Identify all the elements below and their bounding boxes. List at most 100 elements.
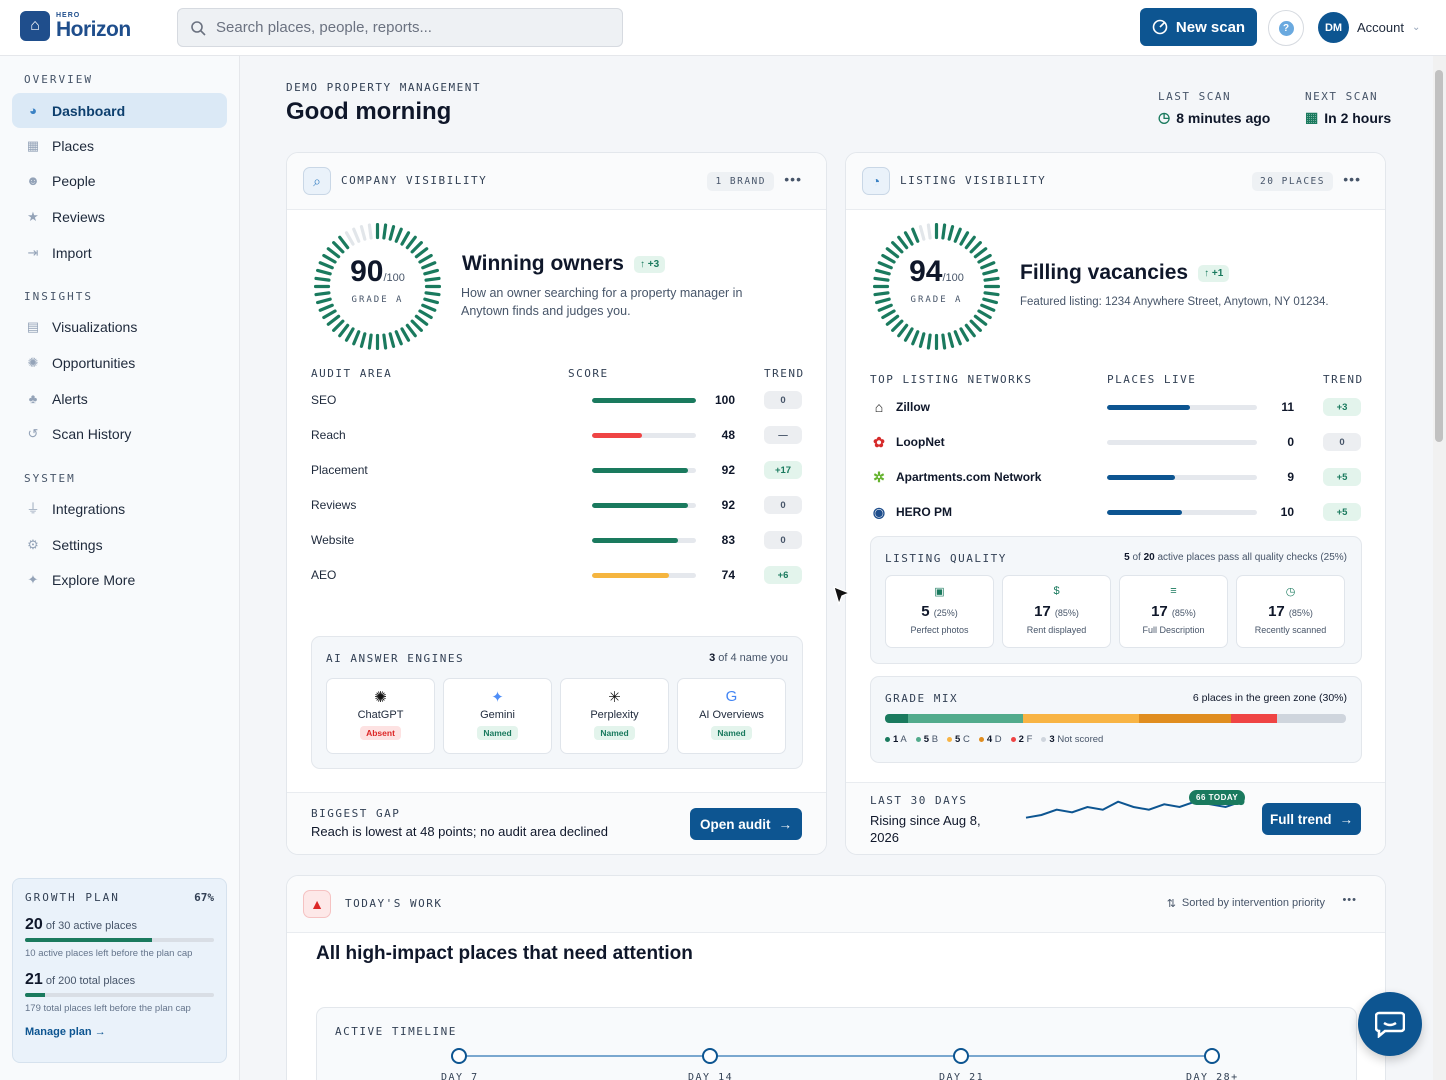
legend-label: C bbox=[962, 734, 970, 745]
quality-card[interactable]: ▣ 5 (25%) Perfect photos bbox=[885, 575, 994, 648]
help-button[interactable]: ? bbox=[1268, 10, 1304, 46]
sidebar-item-label: People bbox=[52, 172, 96, 189]
chat-button[interactable] bbox=[1358, 992, 1422, 1056]
search-box[interactable] bbox=[177, 8, 623, 47]
manage-plan-link[interactable]: Manage plan → bbox=[25, 1026, 214, 1038]
ring-tick bbox=[885, 247, 900, 259]
network-row[interactable]: ✲ Apartments.com Network 9 +5 bbox=[870, 467, 1362, 487]
quality-card[interactable]: ≡ 17 (85%) Full Description bbox=[1119, 575, 1228, 648]
timeline-node-day21[interactable] bbox=[953, 1048, 969, 1064]
account-menu[interactable]: DM Account ⌄ bbox=[1318, 12, 1420, 43]
network-row[interactable]: ⌂ Zillow 11 +3 bbox=[870, 397, 1362, 417]
sidebar-item-import[interactable]: ⇥ Import bbox=[12, 235, 227, 270]
sidebar-item-explore-more[interactable]: ✦ Explore More bbox=[12, 562, 227, 597]
ring-tick bbox=[953, 330, 962, 346]
page-scrollbar[interactable] bbox=[1433, 56, 1446, 1080]
score-value: 94 bbox=[909, 255, 943, 288]
top-bar: ⌂ HERO Horizon New scan ? DM Account ⌄ bbox=[0, 0, 1446, 56]
legend-dot bbox=[947, 736, 953, 742]
quality-perfect-photos-icon: ▣ bbox=[934, 586, 945, 598]
sort-control[interactable]: ⇅ Sorted by intervention priority bbox=[1167, 897, 1325, 910]
company-score-ring: 90/100 GRADE A bbox=[313, 222, 442, 351]
audit-row[interactable]: AEO 74 +6 bbox=[311, 565, 803, 585]
open-audit-label: Open audit bbox=[700, 816, 771, 832]
clock-icon: ◷ bbox=[1158, 109, 1171, 125]
gap-text: Reach is lowest at 48 points; no audit a… bbox=[311, 824, 609, 839]
search-input[interactable] bbox=[216, 19, 596, 36]
score-bar-fill bbox=[592, 398, 696, 403]
ring-tick bbox=[388, 225, 396, 241]
places-live-value: 10 bbox=[1280, 505, 1294, 519]
audit-row[interactable]: Website 83 0 bbox=[311, 530, 803, 550]
sidebar-item-settings[interactable]: ⚙ Settings bbox=[12, 527, 227, 562]
sidebar-item-reviews[interactable]: ★ Reviews bbox=[12, 199, 227, 234]
ring-tick bbox=[977, 309, 992, 320]
more-options-icon[interactable]: ••• bbox=[1343, 171, 1361, 187]
quality-card[interactable]: $17 (85%) Rent displayed bbox=[1002, 575, 1111, 648]
sidebar-item-visualizations[interactable]: ▤ Visualizations bbox=[12, 309, 227, 344]
audit-row[interactable]: Placement 92 +17 bbox=[311, 460, 803, 480]
chevron-down-icon: ⌄ bbox=[1411, 22, 1421, 33]
trend-badge: — bbox=[764, 426, 802, 444]
engine-card[interactable]: ✺ ChatGPT Absent bbox=[326, 678, 435, 754]
audit-row[interactable]: SEO 100 0 bbox=[311, 390, 803, 410]
mouse-cursor-icon bbox=[833, 585, 851, 606]
sidebar-item-opportunities[interactable]: ✺ Opportunities bbox=[12, 345, 227, 380]
grade-label: GRADE A bbox=[351, 295, 404, 305]
score-value: 48 bbox=[721, 428, 735, 442]
engine-card[interactable]: ✳ Perplexity Named bbox=[560, 678, 669, 754]
places-count-badge: 20 PLACES bbox=[1252, 172, 1333, 191]
audit-row[interactable]: Reviews 92 0 bbox=[311, 495, 803, 515]
grade-segment-a bbox=[885, 714, 909, 723]
legend-count: 5 bbox=[955, 734, 961, 745]
active-text: of 30 active places bbox=[45, 920, 137, 932]
sidebar-item-scan-history[interactable]: ↺ Scan History bbox=[12, 416, 227, 451]
quality-pct: (25%) bbox=[933, 608, 958, 618]
scrollbar-thumb[interactable] bbox=[1435, 70, 1443, 442]
ring-tick bbox=[897, 323, 909, 338]
lightbulb-icon: ✺ bbox=[27, 354, 39, 370]
growth-percent: 67% bbox=[194, 891, 214, 904]
full-trend-label: Full trend bbox=[1270, 811, 1332, 827]
timeline-node-day7[interactable] bbox=[451, 1048, 467, 1064]
full-trend-button[interactable]: Full trend → bbox=[1262, 803, 1361, 835]
quality-full-description-icon: ≡ bbox=[1170, 585, 1177, 597]
more-options-icon[interactable]: ••• bbox=[784, 171, 802, 187]
network-name: HERO PM bbox=[896, 505, 953, 519]
sidebar-item-places[interactable]: ▦ Places bbox=[12, 128, 227, 163]
legend-item: 2 F bbox=[1010, 734, 1032, 745]
open-audit-button[interactable]: Open audit → bbox=[690, 808, 802, 840]
legend-item: 1 A bbox=[885, 734, 907, 745]
engine-card[interactable]: ✦ Gemini Named bbox=[443, 678, 552, 754]
sidebar-item-integrations[interactable]: ⏚ Integrations bbox=[12, 491, 227, 526]
app-logo[interactable]: ⌂ HERO Horizon bbox=[20, 11, 131, 41]
timeline-node-day14[interactable] bbox=[702, 1048, 718, 1064]
col-places-live: PLACES LIVE bbox=[1107, 373, 1197, 386]
legend-count: 5 bbox=[923, 734, 930, 745]
sidebar-item-dashboard[interactable]: ◕ Dashboard bbox=[12, 93, 227, 128]
ring-tick bbox=[400, 231, 411, 246]
ring-tick bbox=[338, 235, 350, 250]
score-of: /100 bbox=[942, 272, 964, 284]
places-live-value: 0 bbox=[1287, 435, 1294, 449]
new-scan-button[interactable]: New scan bbox=[1140, 8, 1257, 46]
network-row[interactable]: ✿ LoopNet 0 0 bbox=[870, 432, 1362, 452]
ring-tick bbox=[980, 303, 996, 312]
delta-value: +3 bbox=[647, 258, 660, 270]
more-options-icon[interactable]: ••• bbox=[1342, 894, 1357, 906]
engine-card[interactable]: G AI Overviews Named bbox=[677, 678, 786, 754]
timeline-node-day28[interactable] bbox=[1204, 1048, 1220, 1064]
places-live-value: 11 bbox=[1281, 400, 1294, 414]
sidebar-item-alerts[interactable]: ♣ Alerts bbox=[12, 381, 227, 416]
ring-tick bbox=[394, 227, 403, 243]
sidebar-item-people[interactable]: ☻ People bbox=[12, 163, 227, 198]
ring-tick bbox=[322, 253, 337, 264]
ring-tick bbox=[969, 319, 982, 332]
audit-row[interactable]: Reach 48 — bbox=[311, 425, 803, 445]
network-row[interactable]: ◉ HERO PM 10 +5 bbox=[870, 502, 1362, 522]
ring-tick bbox=[980, 261, 996, 270]
section-insights: INSIGHTS bbox=[24, 290, 93, 303]
last30-text: Rising since Aug 8, 2026 bbox=[870, 813, 981, 845]
quality-card[interactable]: ◷ 17 (85%) Recently scanned bbox=[1236, 575, 1345, 648]
legend-label: D bbox=[994, 734, 1002, 745]
